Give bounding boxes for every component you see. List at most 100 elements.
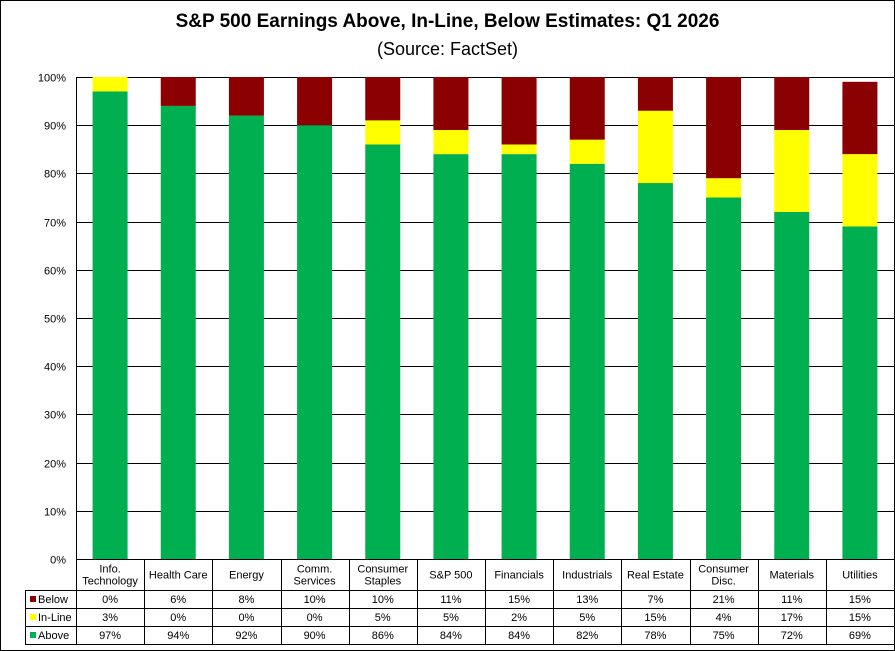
table-value-below-1: 6%	[170, 594, 186, 606]
table-value-above-3: 90%	[304, 630, 326, 642]
category-label-9: Consumer	[698, 564, 749, 576]
table-value-below-10: 11%	[781, 594, 802, 606]
bar-below-3	[297, 77, 333, 126]
category-label-1: Health Care	[149, 570, 208, 582]
bar-inline-11	[842, 154, 878, 227]
bar-below-8	[637, 77, 673, 111]
y-tick-label: 0%	[50, 555, 66, 567]
chart-subtitle: (Source: FactSet)	[376, 39, 519, 59]
table-value-inline-4: 5%	[375, 612, 391, 624]
bar-inline-7	[569, 139, 605, 164]
bar-above-1	[160, 105, 196, 560]
bar-above-11	[842, 226, 878, 560]
bar-below-5	[433, 77, 469, 131]
bar-below-11	[842, 81, 878, 155]
y-tick-label: 90%	[44, 121, 66, 133]
table-value-above-9: 75%	[713, 630, 735, 642]
bar-above-9	[706, 197, 742, 559]
bar-below-9	[706, 77, 742, 179]
y-tick-label: 60%	[44, 266, 66, 278]
table-value-inline-2: 0%	[238, 612, 254, 624]
table-value-inline-3: 0%	[307, 612, 323, 624]
category-label-5: S&P 500	[429, 570, 472, 582]
y-tick-label: 100%	[38, 73, 66, 85]
table-value-below-6: 15%	[508, 594, 530, 606]
chart-title: S&P 500 Earnings Above, In-Line, Below E…	[175, 11, 720, 32]
table-value-above-4: 86%	[372, 630, 394, 642]
bar-below-10	[774, 77, 810, 131]
category-label-11: Utilities	[842, 570, 878, 582]
table-value-above-11: 69%	[849, 630, 871, 642]
table-value-inline-8: 15%	[644, 612, 666, 624]
category-label-4: Staples	[364, 576, 401, 588]
y-tick-label: 30%	[44, 410, 66, 422]
category-label-9: Disc.	[711, 576, 735, 588]
table-value-above-1: 94%	[167, 630, 189, 642]
category-label-6: Financials	[494, 570, 544, 582]
table-value-below-8: 7%	[647, 594, 663, 606]
table-value-above-2: 92%	[235, 630, 257, 642]
category-label-2: Energy	[229, 570, 264, 582]
table-value-above-0: 97%	[99, 630, 121, 642]
bar-above-0	[92, 91, 128, 560]
y-tick-label: 50%	[44, 314, 66, 326]
table-value-below-3: 10%	[304, 594, 326, 606]
table-value-inline-5: 5%	[443, 612, 459, 624]
table-value-below-5: 11%	[440, 594, 461, 606]
table-value-below-0: 0%	[102, 594, 118, 606]
legend-label-above: Above	[38, 630, 69, 642]
bar-below-7	[569, 77, 605, 140]
table-value-inline-9: 4%	[716, 612, 732, 624]
table-value-inline-6: 2%	[511, 612, 527, 624]
bar-below-4	[365, 77, 401, 121]
table-value-below-4: 10%	[372, 594, 394, 606]
table-value-below-11: 15%	[849, 594, 871, 606]
bar-above-10	[774, 211, 810, 559]
bar-inline-10	[774, 130, 810, 212]
bar-below-1	[160, 77, 196, 106]
bar-above-5	[433, 154, 469, 559]
category-label-4: Consumer	[357, 564, 408, 576]
y-tick-label: 40%	[44, 362, 66, 374]
legend-key-above	[30, 632, 36, 638]
bar-above-8	[637, 183, 673, 560]
table-value-inline-7: 5%	[579, 612, 595, 624]
category-label-7: Industrials	[562, 570, 613, 582]
bar-inline-0	[92, 77, 128, 92]
bar-inline-5	[433, 130, 469, 155]
bar-above-2	[228, 115, 264, 559]
bar-inline-6	[501, 144, 537, 155]
category-label-8: Real Estate	[627, 570, 684, 582]
category-label-3: Comm.	[297, 564, 332, 576]
table-value-above-6: 84%	[508, 630, 530, 642]
bar-below-6	[501, 77, 537, 145]
table-value-above-8: 78%	[644, 630, 666, 642]
table-value-inline-1: 0%	[170, 612, 186, 624]
bar-inline-8	[637, 110, 673, 184]
table-value-above-5: 84%	[440, 630, 462, 642]
table-value-above-7: 82%	[576, 630, 598, 642]
category-label-3: Services	[293, 576, 336, 588]
legend-key-inline	[30, 614, 36, 620]
bar-inline-4	[365, 120, 401, 145]
y-tick-label: 70%	[44, 218, 66, 230]
y-tick-label: 20%	[44, 459, 66, 471]
table-value-below-2: 8%	[238, 594, 254, 606]
bar-above-6	[501, 154, 537, 559]
legend-label-below: Below	[38, 594, 68, 606]
category-label-0: Technology	[82, 576, 138, 588]
bar-above-4	[365, 144, 401, 560]
y-tick-label: 10%	[44, 507, 66, 519]
table-value-inline-11: 15%	[849, 612, 871, 624]
legend-key-below	[30, 596, 36, 602]
category-label-0: Info.	[99, 564, 120, 576]
category-label-10: Materials	[769, 570, 814, 582]
table-value-inline-10: 17%	[781, 612, 803, 624]
bar-above-3	[297, 125, 333, 559]
legend-label-inline: In-Line	[38, 612, 72, 624]
table-value-below-9: 21%	[713, 594, 735, 606]
bar-above-7	[569, 163, 605, 559]
y-tick-label: 80%	[44, 169, 66, 181]
